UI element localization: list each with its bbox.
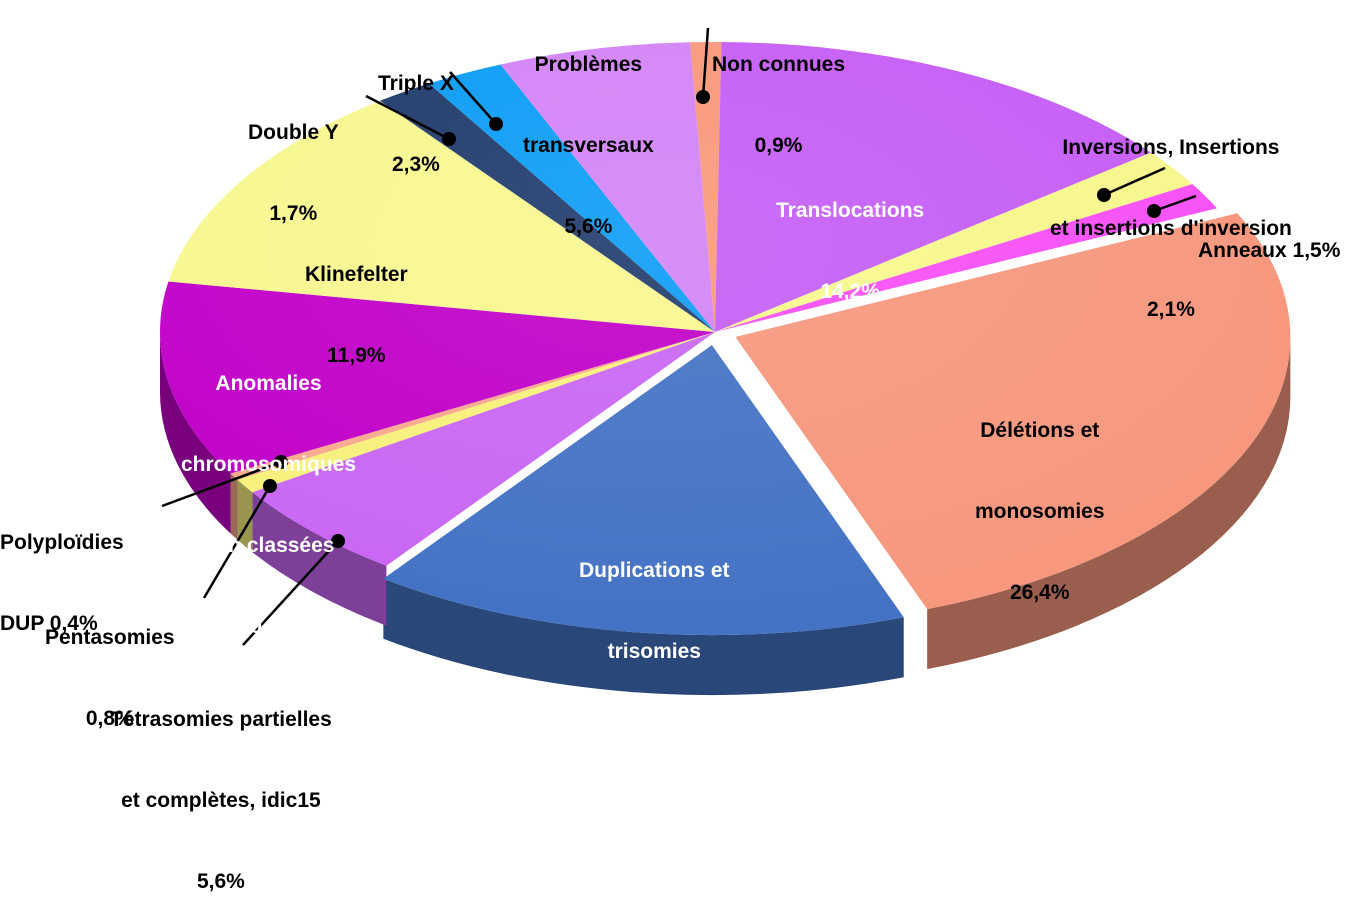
label-triple-x: Triple X 2,3% — [378, 72, 454, 176]
leader-dot-pentasomies — [263, 479, 277, 493]
leader-line-triple-x — [449, 71, 497, 125]
leader-line-non-connues — [701, 27, 710, 98]
slice-side-polyploidies-dup — [230, 473, 238, 540]
label-tetrasomies: Tétrasomies partielles et complètes, idi… — [110, 708, 332, 893]
label-duplications: Duplications et trisomies 15,7% — [579, 559, 730, 744]
label-pentasomies: Pentasomies 0,8% — [45, 626, 175, 730]
pie-sides — [160, 332, 1291, 696]
slice-side-deletions-et-monosomies — [927, 337, 1291, 670]
leader-line-anneaux — [1153, 194, 1197, 213]
leader-dot-polyploidies-dup — [274, 455, 288, 469]
leader-line-inversions-insertions-et-insertions-d-inversion — [1103, 166, 1166, 197]
label-non-connues: Non connues 0,9% — [712, 53, 846, 157]
leader-dot-triple-x — [489, 117, 503, 131]
label-double-y: Double Y 1,7% — [248, 121, 339, 225]
pie-chart — [160, 27, 1291, 696]
leader-line-double-y — [365, 94, 450, 141]
label-problemes-transversaux: Problèmes transversaux 5,6% — [523, 53, 654, 238]
label-inversions: Inversions, Insertions et insertions d'i… — [1050, 136, 1292, 321]
leader-dot-tetrasomies-partielles-et-completes-idic15 — [331, 534, 345, 548]
slice-side-tetrasomies-partielles-et-completes-idic15 — [252, 492, 387, 626]
leader-line-tetrasomies-partielles-et-completes-idic15 — [242, 540, 339, 646]
slice-side-anomalies-chromosomiques-non-classees — [160, 332, 231, 534]
label-polyploidies: Polyploïdies DUP 0,4% — [0, 531, 124, 635]
leader-dot-double-y — [442, 132, 456, 146]
leader-lines — [161, 27, 1197, 646]
leader-line-polyploidies-dup — [161, 460, 282, 508]
label-anomalies: Anomalies chromosomiques non classées 10… — [181, 372, 357, 638]
label-klinefelter: Klinefelter 11,9% — [305, 263, 408, 367]
leader-dot-anneaux — [1147, 204, 1161, 218]
slice-side-duplications-et-trisomies — [383, 578, 904, 696]
label-translocations: Translocations 14,2% — [776, 199, 925, 303]
leader-line-pentasomies — [202, 485, 272, 599]
leader-dot-non-connues — [696, 90, 710, 104]
pie-gloss — [160, 42, 1270, 622]
label-anneaux: Anneaux 1,5% — [1198, 239, 1341, 262]
leader-dot-inversions-insertions-et-insertions-d-inversion — [1097, 188, 1111, 202]
pie-tops — [160, 42, 1291, 636]
label-deletions: Délétions et monosomies 26,4% — [975, 419, 1105, 604]
